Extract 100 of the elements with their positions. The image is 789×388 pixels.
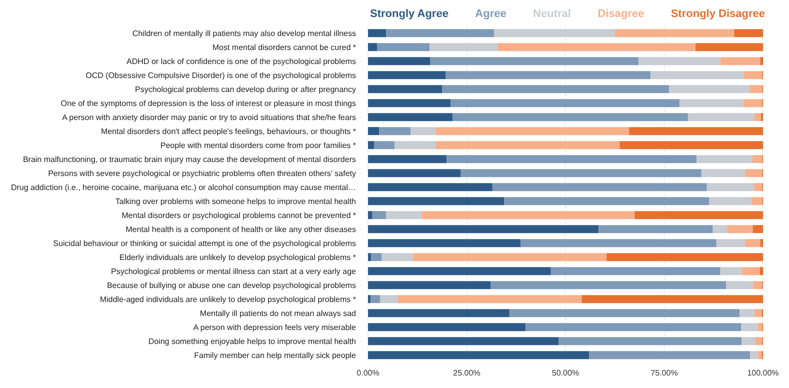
bar [752,155,762,164]
bar [368,43,378,52]
y-tick-label: Most mental disorders cannot be cured * [212,42,356,52]
bar [498,43,696,52]
bar [368,169,461,178]
bar [668,85,750,94]
bar [368,71,446,80]
y-tick-label: Brain malfunctioning, or traumatic brain injury may cause the development of mental disorders [22,154,356,164]
series-label: Strongly Disagree [670,8,765,22]
bar [446,71,650,80]
bar [452,113,688,122]
bar [368,351,590,360]
bar [650,71,744,80]
bar [614,29,734,38]
bar [634,211,763,220]
y-tick-label: Drug addiction (i.e., heroine cocaine, marijuana etc.) or alcohol consumption may cause mental… [10,182,356,192]
bar [680,99,744,108]
y-tick-label: Because of bullying or abuse one can develop psychological problems [106,280,356,290]
bar [754,113,762,122]
y-tick-label: Mentally ill patients do not mean always sad [200,308,356,318]
bar [744,239,760,248]
bar [743,71,762,80]
bar [430,43,498,52]
bar [372,211,386,220]
bar [758,323,762,332]
bar [368,183,492,192]
bar [712,225,728,234]
bar [368,197,504,206]
bar [368,85,442,94]
bar [368,29,386,38]
bar [695,43,763,52]
bar [490,281,726,290]
y-tick-label: ADHD or lack of confidence is one of the psychological problems [126,56,356,66]
y-tick-label: Psychological problems or mental illness can start at a very early age [111,266,357,276]
bar [368,253,372,262]
bar [410,127,436,136]
bar [696,155,752,164]
bar [436,127,630,136]
bar [368,295,371,304]
bar [368,337,559,346]
y-tick-label: Talking over problems with someone helps to improve mental health [115,196,356,206]
bar [752,225,763,234]
bar [394,141,436,150]
bar [368,155,447,164]
series-label: Agree [475,8,506,22]
bar [368,127,380,136]
bar [589,351,750,360]
bar [368,211,372,220]
bar [727,225,753,234]
bar [368,113,453,122]
bar [754,309,762,318]
bar [629,127,763,136]
y-tick-label: Middle-aged individuals are unlikely to develop psychological problems * [100,294,356,304]
bar [752,281,762,290]
bar [760,57,763,66]
bar [509,309,740,318]
y-tick-label: Psychological problems can develop during or after pregnancy [134,84,356,94]
bar [582,295,763,304]
y-tick-label: Doing something enjoyable helps to improve mental health [148,336,356,346]
bar [370,295,380,304]
bar [716,239,745,248]
bar [550,267,720,276]
x-tick-label: 0.00% [356,368,380,378]
bar [450,99,680,108]
bar [446,155,697,164]
series-label: Strongly Agree [370,8,448,22]
bar [760,239,763,248]
bar [368,99,451,108]
y-tick-label: Mental disorders don't affect people's feelings, behaviours, or thoughts * [100,126,356,136]
bar [374,141,394,150]
x-tick-label: 50.00% [552,368,580,378]
bar [379,127,411,136]
bar [638,57,720,66]
bar [382,253,413,262]
bar [720,57,760,66]
bar [386,29,494,38]
y-tick-label: Family member can help mentally sick people [194,350,357,360]
bar [526,323,742,332]
y-tick-label: Mental disorders or psychological problems cannot be prevented * [122,210,356,220]
bar [742,337,756,346]
y-tick-label: Suicidal behaviour or thinking or suicidal attempt is one of the psychological problems [53,238,356,248]
bar [754,183,762,192]
bar [368,225,599,234]
bar [751,197,762,206]
x-tick-label: 100.00% [747,368,779,378]
series-label: Disagree [598,8,644,22]
y-tick-label: Persons with severe psychological or psychiatric problems often threaten others' safety [48,168,356,178]
bar [371,253,382,262]
y-tick-label: One of the symptoms of depression is the loss of interest or pleasure in most things [60,98,356,108]
y-tick-label: Mental health is a component of health or like any other diseases [126,224,356,234]
bar [750,351,758,360]
bar [460,169,702,178]
bar [422,211,635,220]
bar [436,141,620,150]
y-tick-label: A person with depression feels very miserable [193,322,357,332]
y-tick-label: Children of mentally ill patients may also develop mental illness [132,28,356,38]
bar [740,309,754,318]
bar [380,295,398,304]
bar [412,253,607,262]
bar [760,267,763,276]
